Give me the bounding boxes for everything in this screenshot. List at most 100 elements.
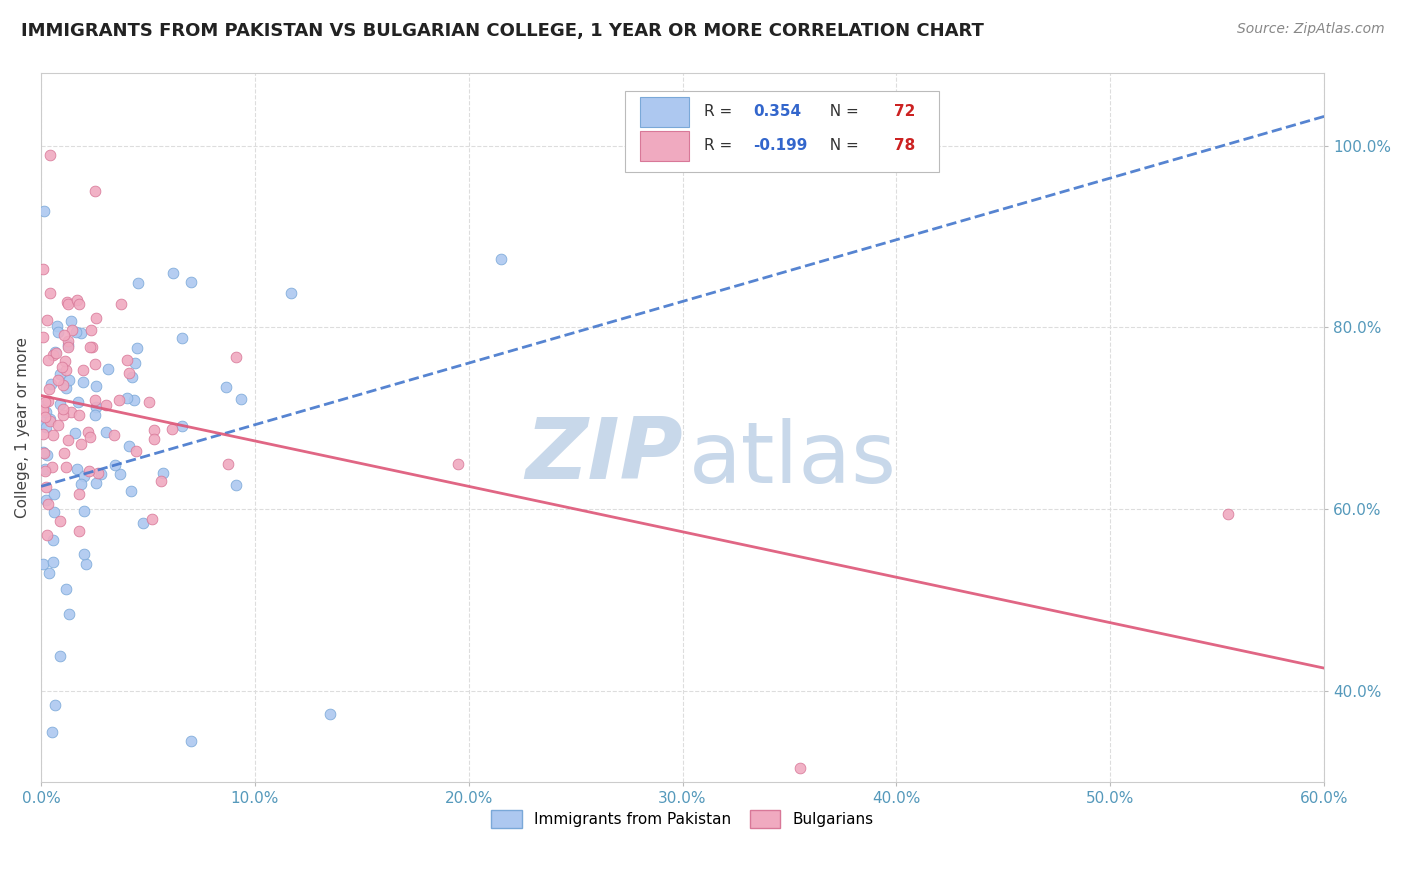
Point <box>117 353 139 368</box>
Point <box>97 361 120 376</box>
Point <box>225 478 247 492</box>
Text: R =: R = <box>704 138 738 153</box>
Point <box>35 405 58 419</box>
Point <box>319 706 342 721</box>
Point <box>124 392 146 407</box>
Point <box>90 467 112 481</box>
Point <box>447 457 470 471</box>
Point <box>32 402 55 417</box>
Point <box>49 514 72 528</box>
Point <box>34 464 56 478</box>
Point <box>67 408 90 422</box>
Point <box>117 391 139 405</box>
Point <box>52 402 75 417</box>
Point <box>32 444 55 458</box>
Point <box>142 423 165 437</box>
Point <box>56 340 79 354</box>
Point <box>118 366 141 380</box>
Point <box>35 313 58 327</box>
Point <box>32 262 55 277</box>
Point <box>103 458 125 473</box>
Point <box>180 276 202 290</box>
Point <box>56 334 79 348</box>
Point <box>217 457 239 471</box>
Point <box>32 415 55 429</box>
Point <box>172 330 194 344</box>
Point <box>49 367 72 381</box>
Point <box>38 382 60 396</box>
Point <box>127 341 149 355</box>
Point <box>72 363 94 377</box>
Point <box>48 648 70 663</box>
Text: 72: 72 <box>894 104 915 120</box>
Point <box>83 184 105 198</box>
Point <box>67 296 90 310</box>
Point <box>79 323 101 337</box>
Point <box>489 252 512 267</box>
Point <box>32 426 55 441</box>
Point <box>37 353 59 368</box>
Text: 78: 78 <box>894 138 915 153</box>
Point <box>280 286 302 301</box>
Point <box>225 351 247 365</box>
Point <box>79 429 101 443</box>
Point <box>70 437 93 451</box>
Point <box>87 467 110 481</box>
Point <box>84 409 107 423</box>
Point <box>75 557 97 571</box>
Point <box>138 395 160 409</box>
Point <box>37 497 59 511</box>
FancyBboxPatch shape <box>640 131 689 161</box>
Point <box>142 432 165 446</box>
Point <box>172 419 194 434</box>
Point <box>44 344 66 359</box>
Point <box>160 422 183 436</box>
Point <box>124 356 146 370</box>
Text: N =: N = <box>820 104 863 120</box>
Point <box>55 381 77 395</box>
Point <box>42 348 65 362</box>
Point <box>83 393 105 408</box>
Point <box>32 402 55 417</box>
Point <box>37 393 59 408</box>
Point <box>96 397 118 411</box>
Point <box>63 425 86 440</box>
Text: Source: ZipAtlas.com: Source: ZipAtlas.com <box>1237 22 1385 37</box>
Point <box>67 524 90 538</box>
Point <box>35 448 58 462</box>
Point <box>120 484 142 499</box>
Point <box>69 326 91 340</box>
Point <box>53 328 76 343</box>
Point <box>32 204 55 219</box>
Point <box>46 373 69 387</box>
Point <box>132 516 155 531</box>
Point <box>110 297 132 311</box>
Point <box>38 566 60 580</box>
Point <box>45 346 67 360</box>
Point <box>108 467 131 482</box>
Point <box>84 476 107 491</box>
Point <box>39 377 62 392</box>
Point <box>55 295 77 310</box>
FancyBboxPatch shape <box>640 97 689 127</box>
Point <box>35 480 58 494</box>
Point <box>55 362 77 376</box>
Point <box>789 761 811 775</box>
Point <box>60 323 83 337</box>
Point <box>32 557 55 571</box>
Point <box>231 392 253 406</box>
Point <box>34 410 56 425</box>
Legend: Immigrants from Pakistan, Bulgarians: Immigrants from Pakistan, Bulgarians <box>485 805 880 834</box>
Point <box>42 505 65 519</box>
Point <box>52 377 75 392</box>
Point <box>96 425 118 439</box>
Text: N =: N = <box>820 138 863 153</box>
Point <box>77 425 100 440</box>
Point <box>60 314 83 328</box>
Text: R =: R = <box>704 104 738 120</box>
FancyBboxPatch shape <box>624 91 939 172</box>
Point <box>103 427 125 442</box>
Point <box>214 380 236 394</box>
Point <box>39 414 62 428</box>
Point <box>42 555 65 569</box>
